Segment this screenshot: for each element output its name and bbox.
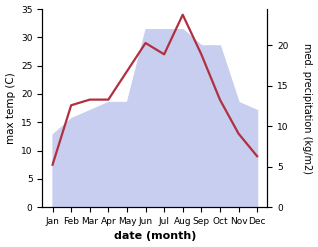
X-axis label: date (month): date (month) xyxy=(114,231,196,242)
Y-axis label: max temp (C): max temp (C) xyxy=(5,72,16,144)
Y-axis label: med. precipitation (kg/m2): med. precipitation (kg/m2) xyxy=(302,43,313,174)
